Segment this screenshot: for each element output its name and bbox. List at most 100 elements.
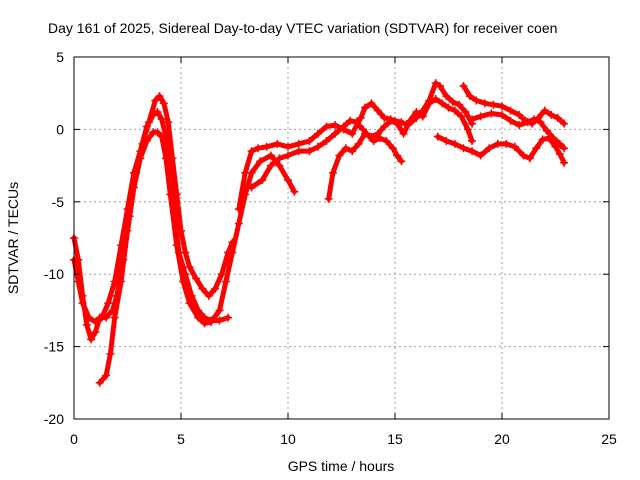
- data-point-marker: [459, 144, 468, 153]
- data-point-marker: [294, 139, 303, 148]
- data-point-marker: [489, 100, 498, 109]
- data-point-marker: [373, 106, 382, 115]
- data-point-marker: [151, 96, 160, 105]
- data-point-marker: [331, 129, 340, 138]
- data-point-marker: [313, 142, 322, 151]
- data-point-marker: [87, 335, 96, 344]
- data-point-marker: [476, 112, 485, 121]
- data-point-marker: [294, 147, 303, 156]
- data-point-marker: [247, 147, 256, 156]
- data-point-marker: [305, 147, 314, 156]
- data-point-marker: [382, 136, 391, 145]
- data-point-marker: [358, 125, 367, 134]
- data-point-marker: [448, 97, 457, 106]
- data-point-marker: [117, 277, 126, 286]
- data-point-marker: [322, 136, 331, 145]
- data-point-marker: [555, 150, 564, 159]
- data-point-marker: [361, 129, 370, 138]
- data-point-marker: [217, 270, 226, 279]
- data-point-marker: [346, 116, 355, 125]
- data-point-marker: [78, 299, 87, 308]
- data-point-marker: [335, 151, 344, 160]
- data-point-marker: [542, 126, 551, 135]
- data-point-marker: [322, 122, 331, 131]
- data-point-marker: [480, 99, 489, 108]
- data-point-marker: [97, 313, 106, 322]
- data-point-marker: [515, 110, 524, 119]
- data-point-marker: [493, 139, 502, 148]
- x-tick-label: 10: [280, 431, 296, 447]
- data-point-marker: [162, 154, 171, 163]
- data-point-marker: [328, 168, 337, 177]
- data-point-marker: [234, 219, 243, 228]
- series-layer: [70, 79, 569, 387]
- data-point-marker: [284, 151, 292, 160]
- data-point-marker: [339, 122, 348, 131]
- data-point-marker: [461, 108, 470, 117]
- data-point-marker: [215, 316, 224, 325]
- data-point-marker: [110, 313, 119, 322]
- y-tick-label: -10: [44, 266, 64, 282]
- data-point-marker: [361, 103, 370, 112]
- data-point-marker: [399, 129, 408, 138]
- data-point-marker: [476, 151, 485, 160]
- data-point-marker: [275, 161, 284, 170]
- data-point-marker: [185, 299, 194, 308]
- data-point-marker: [204, 291, 213, 300]
- data-point-marker: [431, 79, 440, 88]
- data-point-marker: [438, 99, 447, 108]
- data-point-marker: [211, 284, 220, 293]
- data-point-marker: [324, 194, 333, 203]
- data-point-marker: [397, 157, 406, 166]
- data-point-marker: [468, 136, 477, 145]
- data-point-marker: [164, 118, 173, 127]
- data-point-marker: [155, 92, 164, 101]
- data-point-marker: [560, 144, 569, 153]
- data-point-marker: [200, 319, 209, 328]
- data-point-marker: [376, 134, 385, 143]
- data-point-marker: [425, 99, 434, 108]
- data-point-marker: [435, 81, 444, 90]
- x-axis-label: GPS time / hours: [288, 458, 395, 474]
- data-point-marker: [468, 115, 477, 124]
- data-point-marker: [74, 277, 83, 286]
- data-point-marker: [356, 113, 365, 122]
- data-point-marker: [206, 317, 215, 326]
- data-point-marker: [91, 328, 100, 337]
- data-point-marker: [313, 129, 322, 138]
- data-point-marker: [354, 139, 363, 148]
- data-point-marker: [442, 92, 451, 101]
- data-point-marker: [256, 157, 265, 166]
- data-point-marker: [241, 168, 250, 177]
- data-point-marker: [551, 142, 560, 151]
- data-point-marker: [502, 139, 511, 148]
- x-tick-label: 15: [387, 431, 403, 447]
- data-point-marker: [221, 277, 230, 286]
- data-point-marker: [258, 176, 267, 185]
- data-point-marker: [341, 144, 350, 153]
- data-point-marker: [157, 115, 166, 124]
- data-point-marker: [273, 139, 282, 148]
- data-point-marker: [442, 136, 451, 145]
- data-point-marker: [525, 154, 534, 163]
- data-point-marker: [348, 129, 357, 138]
- data-point-marker: [519, 151, 528, 160]
- data-point-marker: [185, 262, 194, 271]
- data-point-marker: [331, 121, 340, 130]
- data-point-marker: [194, 313, 203, 322]
- data-point-marker: [515, 121, 524, 130]
- data-point-marker: [468, 147, 477, 156]
- data-point-marker: [262, 142, 271, 151]
- x-tick-label: 5: [177, 431, 185, 447]
- data-point-marker: [450, 139, 459, 148]
- data-point-marker: [157, 132, 166, 141]
- data-point-marker: [380, 122, 389, 131]
- data-point-marker: [547, 110, 556, 119]
- data-point-marker: [129, 183, 138, 192]
- data-point-marker: [254, 144, 263, 153]
- data-point-marker: [433, 132, 442, 141]
- data-point-marker: [373, 129, 382, 138]
- data-point-marker: [549, 134, 558, 143]
